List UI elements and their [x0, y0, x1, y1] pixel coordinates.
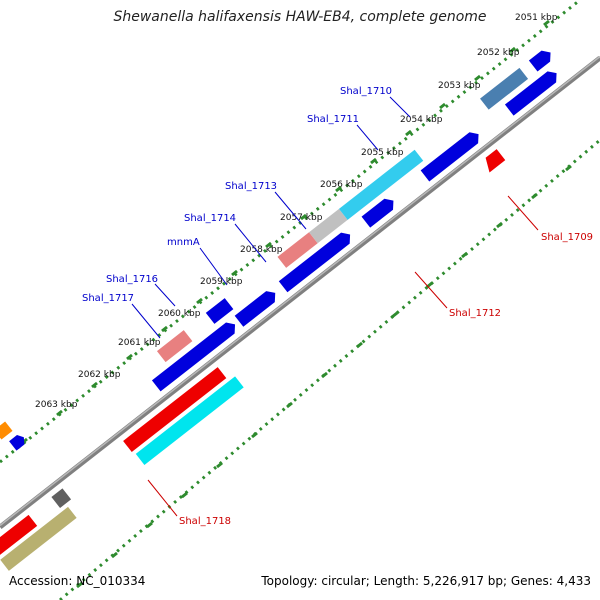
kbp-tick: [196, 297, 203, 305]
kbp-tick-label: 2051 kbp: [515, 13, 558, 23]
kbp-tick: [300, 213, 307, 221]
kbp-tick: [405, 129, 412, 137]
gene-label-shal-1718[interactable]: Shal_1718: [179, 516, 231, 527]
kbp-tick: [565, 164, 572, 172]
gene-olive[interactable]: [0, 506, 77, 571]
gene-label-shal-1712[interactable]: Shal_1712: [449, 308, 501, 319]
kbp-tick: [356, 341, 363, 349]
gene-orange[interactable]: [0, 421, 13, 440]
kbp-tick: [391, 311, 398, 319]
gene-blue[interactable]: [205, 298, 234, 324]
kbp-tick-label: 2059 kbp: [200, 277, 243, 287]
gene-label-mnma[interactable]: mnmA: [167, 237, 200, 248]
kbp-tick: [231, 269, 238, 277]
kbp-tick: [335, 185, 342, 193]
gene-blue[interactable]: [361, 195, 398, 228]
leader-line: [414, 271, 448, 309]
kbp-tick-label: 2056 kbp: [320, 180, 363, 190]
gene-pink[interactable]: [156, 330, 193, 363]
kbp-tick: [543, 19, 550, 27]
gene-skyblue[interactable]: [338, 149, 424, 220]
gene-red[interactable]: [0, 514, 38, 557]
gene-blue[interactable]: [528, 47, 555, 72]
accession-text: Accession: NC_010334: [9, 574, 146, 588]
kbp-tick-label: 2052 kbp: [477, 48, 520, 58]
inner-dotted-track: [59, 138, 600, 600]
kbp-tick-label: 2061 kbp: [118, 338, 161, 348]
gene-label-shal-1713[interactable]: Shal_1713: [225, 181, 277, 192]
gene-blue[interactable]: [151, 319, 239, 392]
genome-backbone-highlight: [0, 55, 600, 527]
leader-line: [234, 223, 267, 263]
kbp-tick: [56, 409, 63, 417]
gene-silver[interactable]: [309, 208, 348, 244]
kbp-tick: [251, 431, 258, 439]
kbp-tick: [111, 551, 118, 559]
kbp-tick: [265, 241, 272, 249]
leader-line: [356, 124, 379, 151]
gene-label-shal-1709[interactable]: Shal_1709: [541, 232, 593, 243]
leader-line: [147, 479, 178, 517]
kbp-tick: [439, 102, 446, 110]
gene-blue[interactable]: [278, 229, 355, 293]
gene-gray[interactable]: [51, 488, 72, 509]
gene-cyan[interactable]: [135, 376, 244, 465]
kbp-tick-label: 2058 kbp: [240, 245, 283, 255]
kbp-tick: [286, 401, 293, 409]
kbp-tick-label: 2062 kbp: [78, 370, 121, 380]
gene-blue[interactable]: [420, 129, 483, 182]
gene-label-shal-1714[interactable]: Shal_1714: [184, 213, 236, 224]
gene-steel[interactable]: [480, 67, 529, 110]
gene-label-shal-1717[interactable]: Shal_1717: [82, 293, 134, 304]
kbp-tick: [321, 371, 328, 379]
gene-labels: Shal_1710 Shal_1711 Shal_1713 Shal_1714 …: [82, 86, 593, 527]
leader-line: [507, 195, 539, 231]
gene-blue[interactable]: [504, 68, 561, 116]
genome-summary-text: Topology: circular; Length: 5,226,917 bp…: [261, 574, 591, 588]
features-layer: [0, 47, 600, 571]
map-title: Shewanella halifaxensis HAW-EB4, complet…: [113, 9, 487, 25]
kbp-tick: [496, 221, 503, 229]
kbp-tick: [161, 325, 168, 333]
outer-dotted-track: [0, 0, 581, 464]
gene-blue[interactable]: [234, 287, 280, 327]
gene-blue[interactable]: [9, 433, 27, 451]
kbp-tick: [531, 192, 538, 200]
kbp-tick: [76, 581, 83, 589]
kbp-tick-label: 2054 kbp: [400, 115, 443, 125]
kbp-tick-group: 2051 kbp 2052 kbp 2053 kbp 2054 kbp 2055…: [21, 13, 572, 589]
kbp-tick: [181, 491, 188, 499]
gene-label-shal-1710[interactable]: Shal_1710: [340, 86, 392, 97]
leader-line: [274, 191, 307, 230]
leader-line: [154, 283, 176, 307]
kbp-tick: [474, 74, 481, 82]
kbp-tick: [509, 46, 516, 54]
gene-label-shal-1711[interactable]: Shal_1711: [307, 114, 359, 125]
leader-line: [131, 303, 161, 339]
gene-pink[interactable]: [277, 232, 318, 268]
kbp-tick-label: 2063 kbp: [35, 400, 78, 410]
gene-label-shal-1716[interactable]: Shal_1716: [106, 274, 158, 285]
kbp-tick-label: 2060 kbp: [158, 309, 201, 319]
label-leaders: [131, 96, 539, 517]
genome-backbone: [0, 56, 600, 529]
kbp-tick: [461, 251, 468, 259]
gene-red[interactable]: [481, 149, 506, 173]
gene-red[interactable]: [123, 367, 227, 452]
kbp-tick: [216, 461, 223, 469]
kbp-tick: [126, 353, 133, 361]
leader-line: [389, 96, 411, 118]
kbp-tick: [370, 157, 377, 165]
kbp-tick-label: 2055 kbp: [361, 148, 404, 158]
leader-line: [199, 247, 228, 286]
kbp-tick: [146, 521, 153, 529]
kbp-tick-label: 2053 kbp: [438, 81, 481, 91]
kbp-tick: [91, 381, 98, 389]
